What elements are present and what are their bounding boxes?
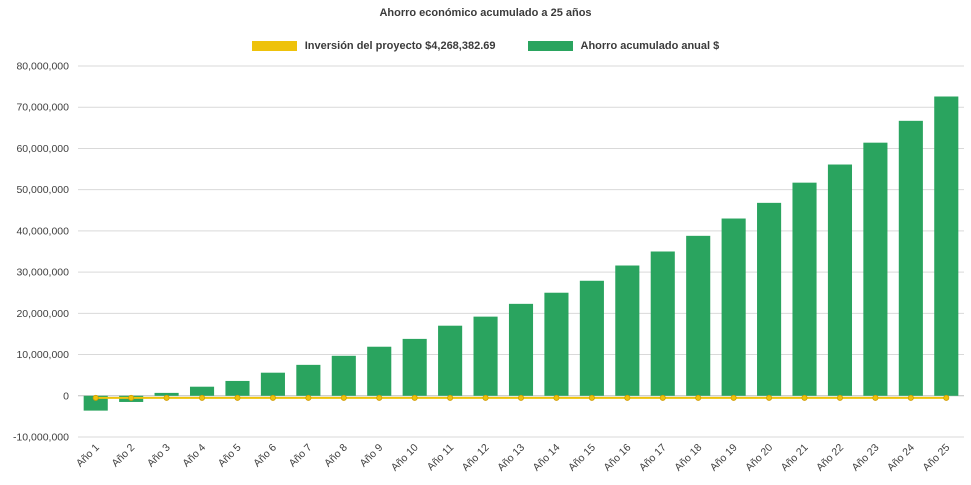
x-axis-tick-label: Año 1 xyxy=(74,442,102,470)
investment-line-marker-icon xyxy=(659,394,666,401)
investment-line-marker-icon xyxy=(730,394,737,401)
bar xyxy=(827,164,853,396)
x-axis-tick-label: Año 9 xyxy=(357,442,385,470)
x-axis-tick-label: Año 22 xyxy=(814,442,846,474)
x-axis-tick-label: Año 18 xyxy=(672,442,704,474)
bar xyxy=(757,202,782,396)
y-axis-tick-label: -10,000,000 xyxy=(13,432,69,444)
y-axis-tick-label: 20,000,000 xyxy=(16,308,69,320)
investment-line-marker-icon xyxy=(836,394,843,401)
investment-line-marker-icon xyxy=(411,394,418,401)
x-axis-tick-label: Año 4 xyxy=(180,442,208,470)
bar xyxy=(260,372,285,396)
bar xyxy=(544,292,569,396)
investment-line-marker-icon xyxy=(943,394,950,401)
bar xyxy=(650,251,675,396)
bar xyxy=(934,96,959,396)
y-axis-tick-label: 0 xyxy=(63,390,69,402)
bar xyxy=(792,182,817,396)
investment-line-marker-icon xyxy=(234,394,241,401)
bar xyxy=(402,338,427,396)
investment-line-marker-icon xyxy=(92,394,99,401)
x-axis-tick-label: Año 2 xyxy=(109,442,137,470)
x-axis-tick-label: Año 15 xyxy=(566,442,598,474)
bar xyxy=(615,265,640,396)
x-axis-tick-label: Año 14 xyxy=(531,442,563,474)
investment-line-marker-icon xyxy=(269,394,276,401)
y-axis-tick-label: 10,000,000 xyxy=(16,349,69,361)
x-axis-tick-label: Año 17 xyxy=(637,442,669,474)
bar xyxy=(331,355,356,396)
x-axis-tick-label: Año 25 xyxy=(920,442,952,474)
investment-line-marker-icon xyxy=(588,394,595,401)
bar xyxy=(508,303,534,396)
x-axis-tick-label: Año 20 xyxy=(743,442,775,474)
x-axis-tick-label: Año 16 xyxy=(601,442,633,474)
y-axis-tick-label: 30,000,000 xyxy=(16,267,69,279)
bar xyxy=(686,235,711,396)
x-axis-tick-label: Año 8 xyxy=(322,442,350,470)
x-axis-tick-label: Año 11 xyxy=(425,442,457,474)
investment-line-marker-icon xyxy=(518,394,525,401)
savings-swatch-icon xyxy=(527,41,573,51)
y-axis-tick-label: 50,000,000 xyxy=(16,184,69,196)
investment-line-marker-icon xyxy=(447,394,454,401)
investment-line-marker-icon xyxy=(695,394,702,401)
investment-line-marker-icon xyxy=(801,394,808,401)
y-axis-tick-label: 60,000,000 xyxy=(16,143,69,155)
x-axis-tick-label: Año 13 xyxy=(495,442,527,474)
investment-swatch-icon xyxy=(251,41,297,51)
legend-item-investment: Inversión del proyecto $4,268,382.69 xyxy=(251,40,496,52)
y-axis-tick-label: 80,000,000 xyxy=(16,61,69,73)
bar xyxy=(367,346,392,396)
legend: Inversión del proyecto $4,268,382.69 Aho… xyxy=(0,40,971,52)
x-axis-tick-label: Año 10 xyxy=(389,442,421,474)
bar xyxy=(473,316,498,396)
bar xyxy=(154,392,179,396)
investment-line-marker-icon xyxy=(624,394,631,401)
x-axis-tick-label: Año 3 xyxy=(145,442,173,470)
investment-line-marker-icon xyxy=(376,394,383,401)
x-axis-tick-label: Año 24 xyxy=(885,442,917,474)
x-axis-tick-label: Año 23 xyxy=(850,442,882,474)
legend-label-savings: Ahorro acumulado anual $ xyxy=(580,40,720,52)
bar xyxy=(83,395,108,411)
x-axis-tick-label: Año 19 xyxy=(708,442,740,474)
investment-line-marker-icon xyxy=(766,394,773,401)
bar xyxy=(579,280,604,396)
chart-title: Ahorro económico acumulado a 25 años xyxy=(379,7,592,19)
bar xyxy=(721,218,746,396)
investment-line-marker-icon xyxy=(482,394,489,401)
bar xyxy=(438,325,463,396)
y-axis-tick-label: 40,000,000 xyxy=(16,225,69,237)
bar xyxy=(898,120,923,396)
investment-line-marker-icon xyxy=(163,394,170,401)
investment-line-marker-icon xyxy=(128,394,135,401)
x-axis-tick-label: Año 12 xyxy=(460,442,492,474)
y-axis-tick-label: 70,000,000 xyxy=(16,102,69,114)
investment-line-marker-icon xyxy=(305,394,312,401)
investment-line-marker-icon xyxy=(340,394,347,401)
x-axis-tick-label: Año 5 xyxy=(216,442,244,470)
bar xyxy=(225,380,250,396)
investment-line-marker-icon xyxy=(199,394,206,401)
legend-item-savings: Ahorro acumulado anual $ xyxy=(527,40,720,52)
legend-label-investment: Inversión del proyecto $4,268,382.69 xyxy=(304,40,496,52)
bar xyxy=(296,364,321,396)
bar xyxy=(863,142,888,396)
x-axis-tick-label: Año 7 xyxy=(287,442,315,470)
x-axis-tick-label: Año 21 xyxy=(779,442,811,474)
x-axis-tick-label: Año 6 xyxy=(251,442,279,470)
investment-line-marker-icon xyxy=(907,394,914,401)
investment-line-marker-icon xyxy=(872,394,879,401)
investment-line-marker-icon xyxy=(553,394,560,401)
bar xyxy=(189,386,215,396)
